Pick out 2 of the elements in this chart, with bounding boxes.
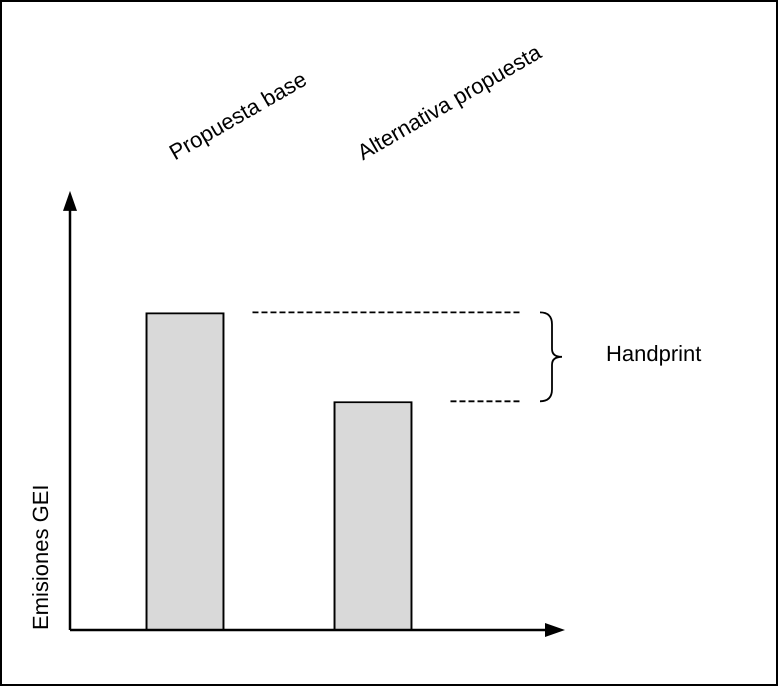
text: Handprint bbox=[606, 340, 702, 367]
y-axis-title: Emisiones GEI bbox=[28, 484, 54, 630]
